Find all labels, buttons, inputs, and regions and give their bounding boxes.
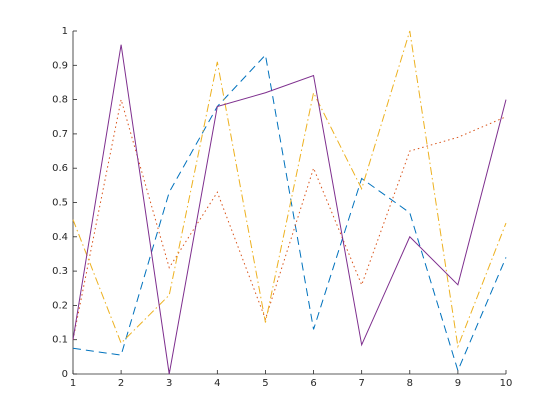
y-tick-label: 0.8 [52, 95, 68, 106]
x-tick-label: 9 [455, 378, 461, 389]
line-series [72, 99, 507, 340]
line-series [72, 30, 507, 349]
line-series [72, 53, 507, 373]
line-series [72, 44, 507, 375]
x-tick-label: 10 [500, 378, 513, 389]
y-tick-label: 0.9 [52, 60, 68, 71]
y-tick-label: 0.6 [52, 163, 68, 174]
y-tick-label: 1 [62, 26, 68, 37]
x-tick-label: 2 [118, 378, 124, 389]
y-tick-label: 0 [62, 369, 68, 380]
x-tick-label: 5 [262, 378, 268, 389]
y-tick-label: 0.4 [52, 232, 68, 243]
x-tick-label: 6 [310, 378, 316, 389]
x-tick-label: 4 [214, 378, 220, 389]
x-tick-label: 1 [70, 378, 76, 389]
y-tick-label: 0.2 [52, 300, 68, 311]
x-tick-label: 8 [407, 378, 413, 389]
y-tick-label: 0.7 [52, 129, 68, 140]
x-tick-label: 7 [358, 378, 364, 389]
y-tick-label: 0.5 [52, 198, 68, 209]
y-tick-label: 0.1 [52, 335, 68, 346]
x-tick-label: 3 [166, 378, 172, 389]
y-tick-label: 0.3 [52, 266, 68, 277]
